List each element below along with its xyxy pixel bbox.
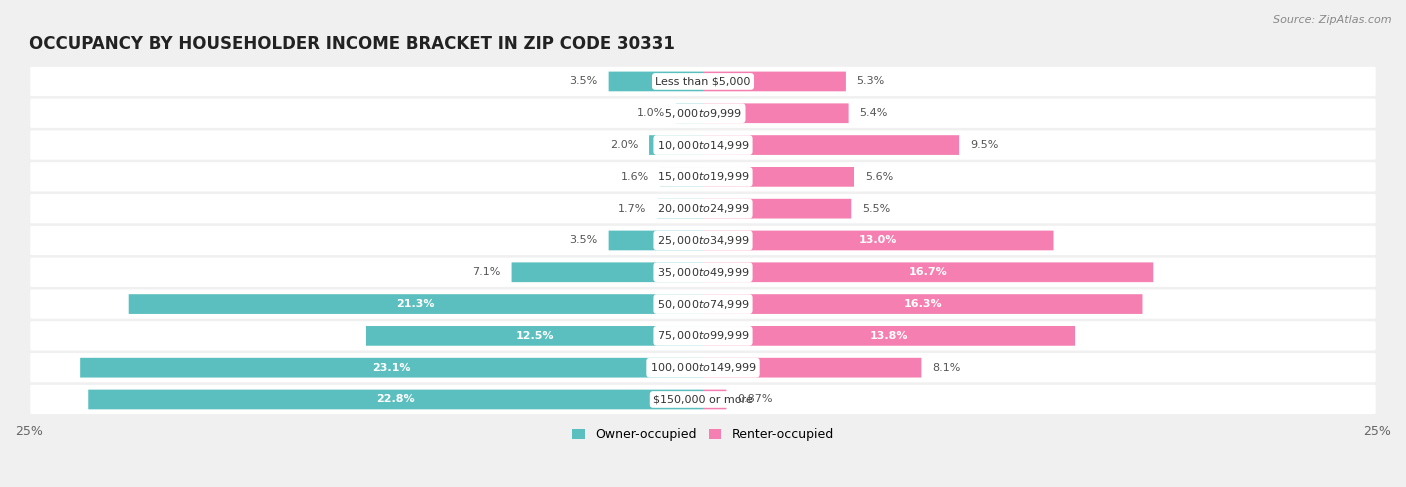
Text: 23.1%: 23.1% xyxy=(373,363,411,373)
FancyBboxPatch shape xyxy=(129,294,703,314)
FancyBboxPatch shape xyxy=(703,72,846,91)
FancyBboxPatch shape xyxy=(31,226,1375,255)
Text: $10,000 to $14,999: $10,000 to $14,999 xyxy=(657,139,749,151)
Text: $75,000 to $99,999: $75,000 to $99,999 xyxy=(657,329,749,342)
FancyBboxPatch shape xyxy=(89,390,703,410)
Text: 21.3%: 21.3% xyxy=(396,299,434,309)
FancyBboxPatch shape xyxy=(703,294,1143,314)
FancyBboxPatch shape xyxy=(703,167,853,187)
Text: 9.5%: 9.5% xyxy=(970,140,998,150)
Text: 5.4%: 5.4% xyxy=(859,108,887,118)
Text: $50,000 to $74,999: $50,000 to $74,999 xyxy=(657,298,749,311)
FancyBboxPatch shape xyxy=(657,199,703,219)
FancyBboxPatch shape xyxy=(703,231,1053,250)
Text: 7.1%: 7.1% xyxy=(472,267,501,277)
FancyBboxPatch shape xyxy=(703,326,1076,346)
FancyBboxPatch shape xyxy=(703,390,727,410)
FancyBboxPatch shape xyxy=(31,258,1375,287)
Text: 5.3%: 5.3% xyxy=(856,76,884,87)
Text: $25,000 to $34,999: $25,000 to $34,999 xyxy=(657,234,749,247)
Text: $5,000 to $9,999: $5,000 to $9,999 xyxy=(664,107,742,120)
FancyBboxPatch shape xyxy=(80,358,703,377)
FancyBboxPatch shape xyxy=(31,67,1375,96)
FancyBboxPatch shape xyxy=(31,162,1375,191)
Text: 2.0%: 2.0% xyxy=(610,140,638,150)
FancyBboxPatch shape xyxy=(609,72,703,91)
FancyBboxPatch shape xyxy=(676,103,703,123)
FancyBboxPatch shape xyxy=(703,262,1153,282)
Text: 0.87%: 0.87% xyxy=(737,394,773,405)
FancyBboxPatch shape xyxy=(703,135,959,155)
Text: 5.6%: 5.6% xyxy=(865,172,893,182)
Text: 12.5%: 12.5% xyxy=(515,331,554,341)
FancyBboxPatch shape xyxy=(512,262,703,282)
Legend: Owner-occupied, Renter-occupied: Owner-occupied, Renter-occupied xyxy=(568,423,838,446)
Text: 3.5%: 3.5% xyxy=(569,76,598,87)
FancyBboxPatch shape xyxy=(366,326,703,346)
Text: 1.7%: 1.7% xyxy=(619,204,647,214)
FancyBboxPatch shape xyxy=(703,199,851,219)
FancyBboxPatch shape xyxy=(31,131,1375,160)
Text: 13.8%: 13.8% xyxy=(870,331,908,341)
FancyBboxPatch shape xyxy=(659,167,703,187)
FancyBboxPatch shape xyxy=(31,353,1375,382)
Text: 16.3%: 16.3% xyxy=(904,299,942,309)
Text: 3.5%: 3.5% xyxy=(569,235,598,245)
Text: 5.5%: 5.5% xyxy=(862,204,890,214)
FancyBboxPatch shape xyxy=(703,358,921,377)
FancyBboxPatch shape xyxy=(31,194,1375,224)
FancyBboxPatch shape xyxy=(703,103,849,123)
FancyBboxPatch shape xyxy=(31,289,1375,318)
Text: 13.0%: 13.0% xyxy=(859,235,897,245)
FancyBboxPatch shape xyxy=(609,231,703,250)
Text: $15,000 to $19,999: $15,000 to $19,999 xyxy=(657,170,749,184)
Text: 8.1%: 8.1% xyxy=(932,363,960,373)
Text: $35,000 to $49,999: $35,000 to $49,999 xyxy=(657,266,749,279)
Text: $20,000 to $24,999: $20,000 to $24,999 xyxy=(657,202,749,215)
FancyBboxPatch shape xyxy=(31,385,1375,414)
FancyBboxPatch shape xyxy=(650,135,703,155)
Text: 1.0%: 1.0% xyxy=(637,108,665,118)
FancyBboxPatch shape xyxy=(31,99,1375,128)
Text: 16.7%: 16.7% xyxy=(908,267,948,277)
Text: 1.6%: 1.6% xyxy=(621,172,650,182)
Text: Less than $5,000: Less than $5,000 xyxy=(655,76,751,87)
Text: $150,000 or more: $150,000 or more xyxy=(654,394,752,405)
FancyBboxPatch shape xyxy=(31,321,1375,351)
Text: 22.8%: 22.8% xyxy=(377,394,415,405)
Text: Source: ZipAtlas.com: Source: ZipAtlas.com xyxy=(1274,15,1392,25)
Text: OCCUPANCY BY HOUSEHOLDER INCOME BRACKET IN ZIP CODE 30331: OCCUPANCY BY HOUSEHOLDER INCOME BRACKET … xyxy=(30,35,675,53)
Text: $100,000 to $149,999: $100,000 to $149,999 xyxy=(650,361,756,374)
